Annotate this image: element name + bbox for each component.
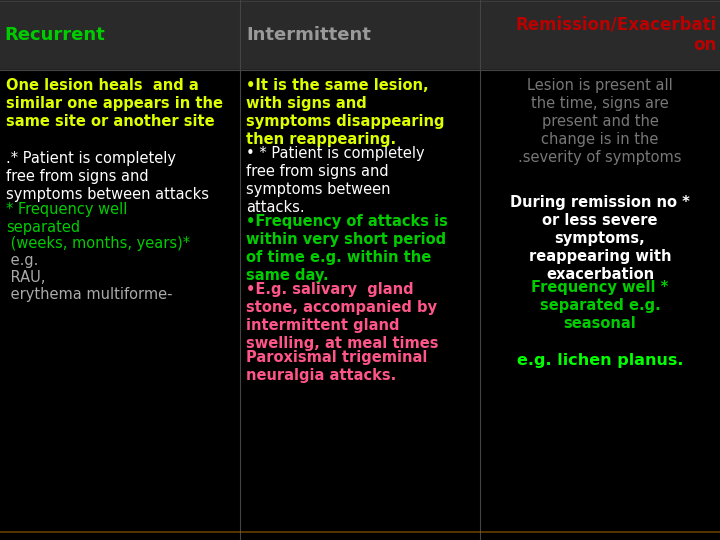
Text: Frequency well *
separated e.g.
seasonal: Frequency well * separated e.g. seasonal [531,280,669,332]
Bar [0,70,240,540]
Text: erythema multiforme-: erythema multiforme- [6,287,173,302]
Text: Intermittent: Intermittent [246,26,371,44]
Text: During remission no *
or less severe
symptoms,
reappearing with
exacerbation: During remission no * or less severe sym… [510,195,690,282]
Text: •E.g. salivary  gland
stone, accompanied by
intermittent gland
swelling, at meal: •E.g. salivary gland stone, accompanied … [246,282,438,351]
Text: RAU,: RAU, [6,269,45,285]
Bar [240,70,480,540]
Bar [480,0,720,70]
Text: e.g.: e.g. [6,253,38,268]
Text: •Frequency of attacks is
within very short period
of time e.g. within the
same d: •Frequency of attacks is within very sho… [246,214,448,283]
Text: • * Patient is completely
free from signs and
symptoms between
attacks.: • * Patient is completely free from sign… [246,146,425,215]
Bar [240,0,480,70]
Text: Paroxismal trigeminal
neuralgia attacks.: Paroxismal trigeminal neuralgia attacks. [246,350,428,383]
Text: .* Patient is completely
free from signs and
symptoms between attacks: .* Patient is completely free from signs… [6,151,209,201]
Text: Recurrent: Recurrent [4,26,104,44]
Text: * Frequency well
separated: * Frequency well separated [6,201,127,234]
Text: •It is the same lesion,
with signs and
symptoms disappearing
then reappearing.: •It is the same lesion, with signs and s… [246,78,444,147]
Text: Lesion is present all
the time, signs are
present and the
change is in the
.seve: Lesion is present all the time, signs ar… [518,78,682,165]
Bar [0,0,240,70]
Text: e.g. lichen planus.: e.g. lichen planus. [517,353,683,368]
Bar [480,70,720,540]
Text: (weeks, months, years)*: (weeks, months, years)* [6,235,190,251]
Text: Remission/Exacerbati
on: Remission/Exacerbati on [516,16,717,55]
Text: One lesion heals  and a
similar one appears in the
same site or another site: One lesion heals and a similar one appea… [6,78,223,129]
